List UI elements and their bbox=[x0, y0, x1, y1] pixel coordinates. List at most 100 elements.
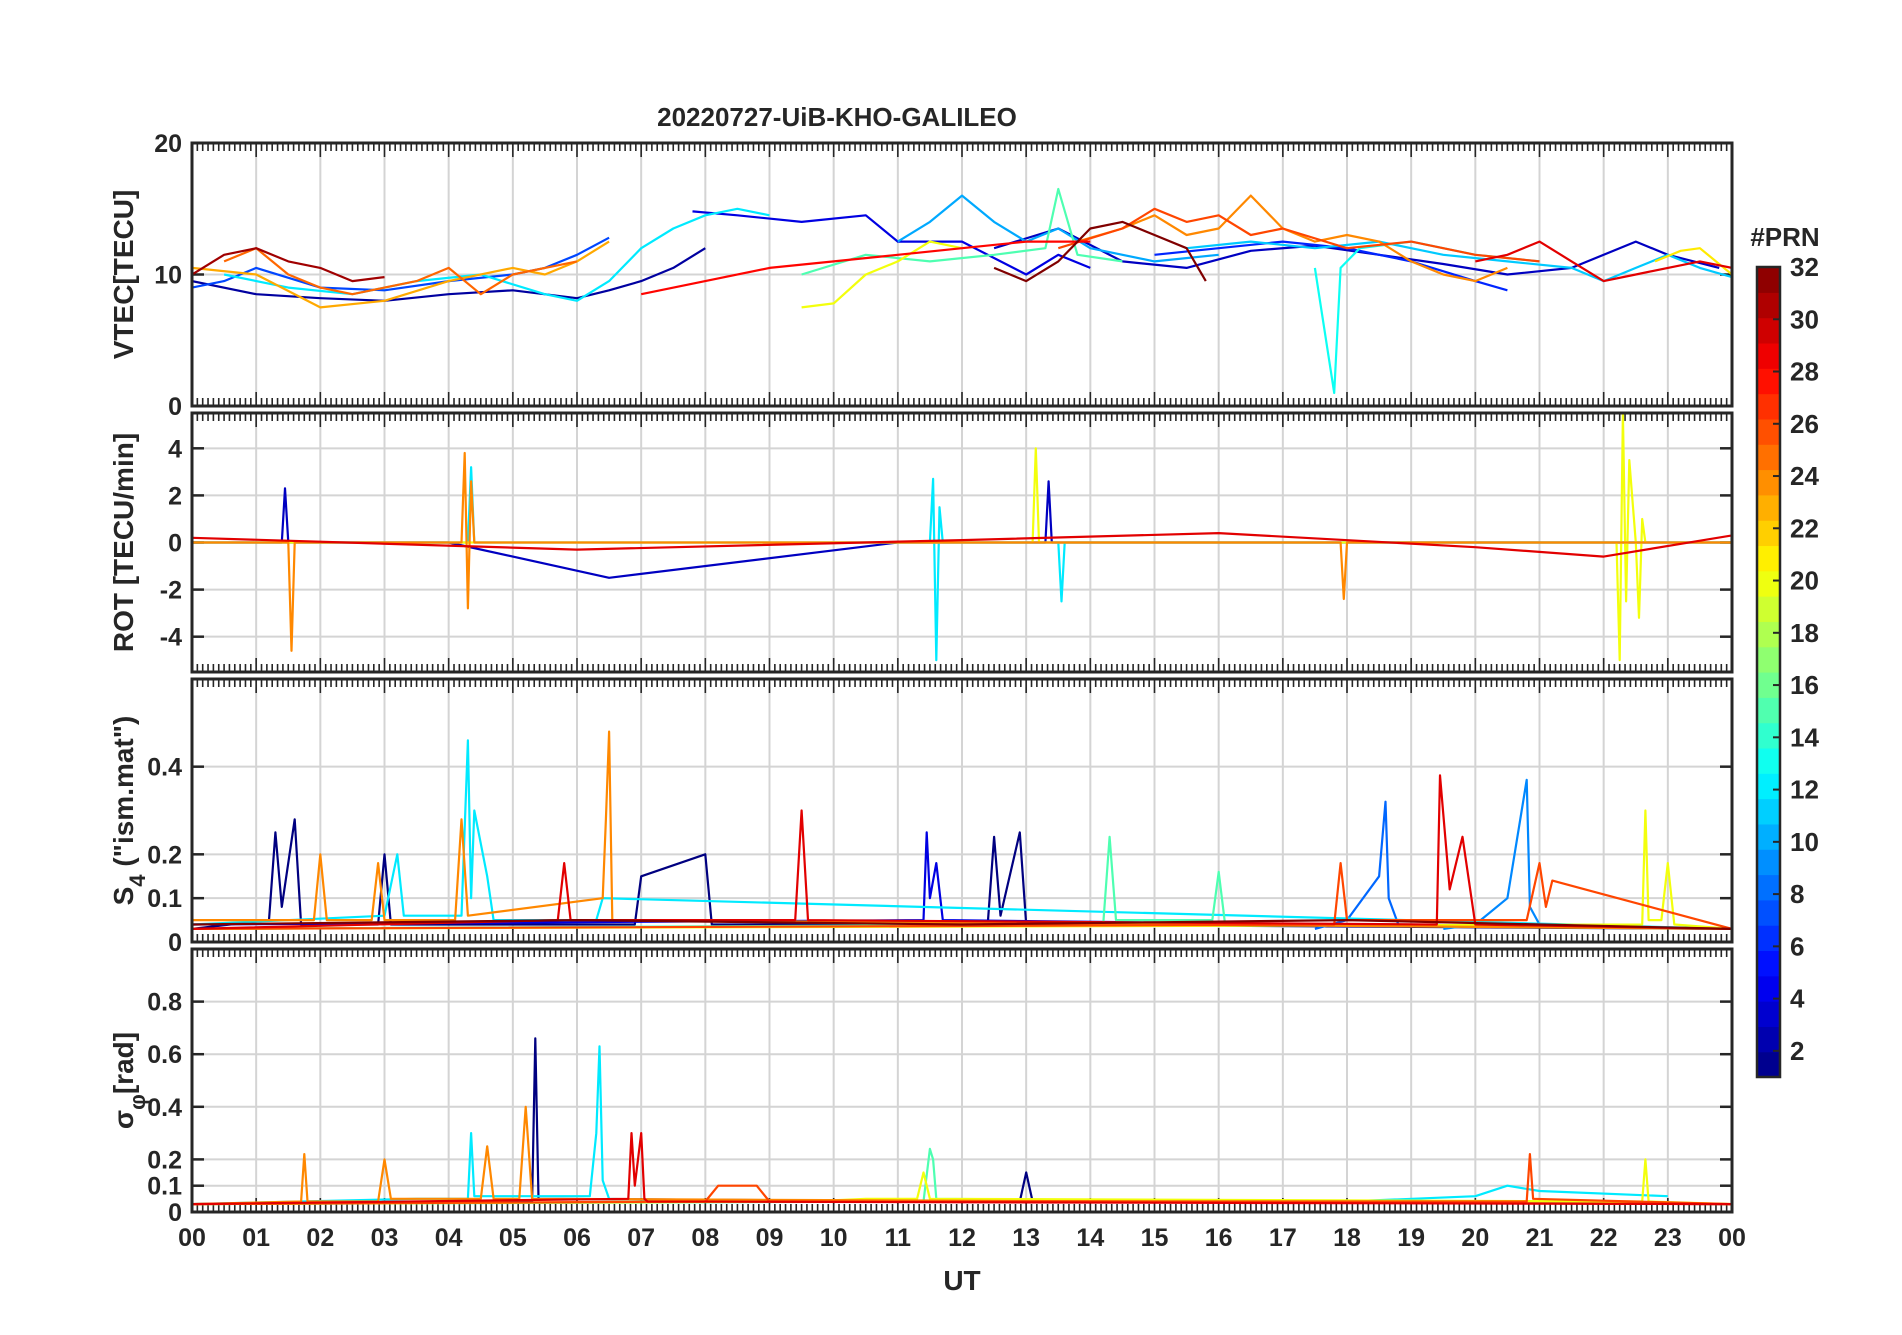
colorbar-step-13 bbox=[1757, 722, 1780, 749]
colorbar-step-21 bbox=[1757, 520, 1780, 547]
xtick-label-0: 00 bbox=[178, 1224, 206, 1252]
series-group-vtec bbox=[192, 187, 1732, 394]
colorbar-tick-label-1: 4 bbox=[1790, 984, 1805, 1014]
ylabel-sub-sigma_phi: φ bbox=[125, 1094, 150, 1110]
colorbar-tick-label-0: 2 bbox=[1790, 1036, 1804, 1066]
colorbar-step-19 bbox=[1757, 570, 1780, 597]
series-vtec-prn-11 bbox=[1186, 240, 1732, 283]
ylabel-main-sigma_phi: σ bbox=[108, 1110, 139, 1129]
xtick-label-4: 04 bbox=[435, 1224, 463, 1252]
xtick-label-17: 17 bbox=[1269, 1224, 1297, 1252]
xtick-label-19: 19 bbox=[1397, 1224, 1425, 1252]
ytick-label-vtec-2: 20 bbox=[154, 130, 182, 158]
ytick-label-rot-2: 0 bbox=[168, 530, 182, 558]
frame-sigma_phi bbox=[190, 947, 1734, 1214]
ytick-label-rot-3: 2 bbox=[168, 482, 182, 510]
colorbar-tick-label-9: 20 bbox=[1790, 566, 1819, 596]
ytick-label-s4-3: 0.4 bbox=[147, 754, 182, 782]
colorbar-step-22 bbox=[1757, 494, 1780, 521]
colorbar-step-30 bbox=[1757, 292, 1780, 319]
series-vtec-prn-32 bbox=[993, 220, 1207, 283]
xtick-label-18: 18 bbox=[1333, 1224, 1361, 1252]
ytick-label-s4-1: 0.1 bbox=[147, 885, 182, 913]
series-vtec-prn-28 bbox=[640, 240, 1091, 296]
colorbar-tick-label-3: 8 bbox=[1790, 879, 1804, 909]
colorbar-step-24 bbox=[1757, 444, 1780, 471]
ytick-label-sigma_phi-0: 0 bbox=[168, 1199, 182, 1227]
series-group-rot bbox=[192, 413, 1732, 662]
ytick-label-sigma_phi-5: 0.8 bbox=[147, 989, 182, 1017]
xtick-label-15: 15 bbox=[1141, 1224, 1169, 1252]
ytick-label-sigma_phi-1: 0.1 bbox=[147, 1173, 182, 1201]
xtick-label-24: 00 bbox=[1718, 1224, 1746, 1252]
xtick-label-12: 12 bbox=[948, 1224, 976, 1252]
xtick-label-11: 11 bbox=[885, 1224, 912, 1252]
frame-rot bbox=[190, 411, 1734, 674]
colorbar-step-25 bbox=[1757, 418, 1780, 445]
series-vtec-prn-24 bbox=[1077, 194, 1508, 283]
ylabel-sub-s4: 4 bbox=[125, 874, 150, 887]
x-axis-label: UT bbox=[943, 1265, 980, 1296]
ylabel-vtec: VTEC[TECU] bbox=[108, 190, 139, 360]
colorbar-step-0 bbox=[1757, 1051, 1780, 1078]
colorbar-step-14 bbox=[1757, 697, 1780, 724]
series-sigma_phi-prn-12 bbox=[192, 1045, 1668, 1206]
ytick-label-s4-2: 0.2 bbox=[147, 841, 182, 869]
series-s4-prn-26 bbox=[192, 861, 1732, 931]
colorbar-step-20 bbox=[1757, 545, 1780, 572]
ylabel-rot: ROT [TECU/min] bbox=[108, 433, 139, 652]
colorbar-step-12 bbox=[1757, 747, 1780, 774]
colorbar-step-5 bbox=[1757, 925, 1780, 952]
xtick-label-20: 20 bbox=[1461, 1224, 1489, 1252]
colorbar-tick-label-2: 6 bbox=[1790, 931, 1804, 961]
ytick-label-vtec-0: 0 bbox=[168, 393, 182, 421]
colorbar-step-16 bbox=[1757, 646, 1780, 673]
ytick-label-rot-1: -2 bbox=[160, 577, 182, 605]
colorbar-step-15 bbox=[1757, 672, 1780, 698]
series-group-sigma_phi bbox=[192, 1037, 1732, 1206]
series-sigma_phi-prn-29 bbox=[192, 1131, 1732, 1206]
series-vtec-prn-21 bbox=[1654, 247, 1732, 276]
xtick-label-7: 07 bbox=[627, 1224, 655, 1252]
series-s4-prn-1 bbox=[192, 818, 1732, 931]
xtick-label-21: 21 bbox=[1526, 1224, 1554, 1252]
ytick-label-sigma_phi-4: 0.6 bbox=[147, 1041, 182, 1069]
series-vtec-prn-29 bbox=[1475, 240, 1732, 283]
series-vtec-prn-31 bbox=[192, 247, 385, 283]
colorbar-tick-label-8: 18 bbox=[1790, 618, 1819, 648]
frame-s4 bbox=[190, 677, 1734, 944]
xtick-label-8: 08 bbox=[691, 1224, 719, 1252]
panel-sigma_phi: 00.10.2 0.4 0.6 0.8 σφ[rad] bbox=[108, 947, 1734, 1227]
colorbar-step-23 bbox=[1757, 469, 1780, 496]
series-vtec-prn-25 bbox=[223, 247, 578, 296]
xtick-label-10: 10 bbox=[820, 1224, 848, 1252]
series-group-s4 bbox=[192, 730, 1732, 931]
colorbar-step-11 bbox=[1757, 773, 1780, 800]
colorbar-step-6 bbox=[1757, 899, 1780, 926]
colorbar-frame bbox=[1755, 265, 1782, 1079]
colorbar-step-1 bbox=[1757, 1026, 1780, 1053]
colorbar-step-10 bbox=[1757, 798, 1780, 825]
colorbar-step-17 bbox=[1757, 621, 1780, 648]
series-vtec-prn-23 bbox=[192, 240, 610, 309]
colorbar-tick-label-12: 26 bbox=[1790, 409, 1819, 439]
ylabel-s4: S4 ("ism.mat") bbox=[108, 716, 150, 906]
xtick-label-3: 03 bbox=[371, 1224, 399, 1252]
series-vtec-prn-26 bbox=[1057, 207, 1540, 263]
series-rot-prn-29 bbox=[192, 531, 1732, 558]
ytick-label-rot-4: 4 bbox=[168, 435, 182, 463]
ylabel-suffix-s4: ("ism.mat") bbox=[108, 716, 139, 875]
series-rot-prn-24 bbox=[192, 451, 1732, 652]
colorbar-step-26 bbox=[1757, 393, 1780, 420]
colorbar-tick-label-10: 22 bbox=[1790, 513, 1819, 543]
series-sigma_phi-prn-24 bbox=[192, 1105, 1732, 1206]
colorbar-step-2 bbox=[1757, 1001, 1780, 1027]
ylabel-main-s4: S bbox=[108, 887, 139, 906]
colorbar-step-4 bbox=[1757, 950, 1780, 977]
panel-rot: -4 -2 0 2 4 ROT [TECU/min] bbox=[108, 411, 1734, 674]
x-axis: 00 01 02 03 04 05 06 07 08 09 10 11 12 13 14 15 16 17 18 19… bbox=[178, 1224, 1746, 1252]
colorbar-step-18 bbox=[1757, 596, 1780, 622]
